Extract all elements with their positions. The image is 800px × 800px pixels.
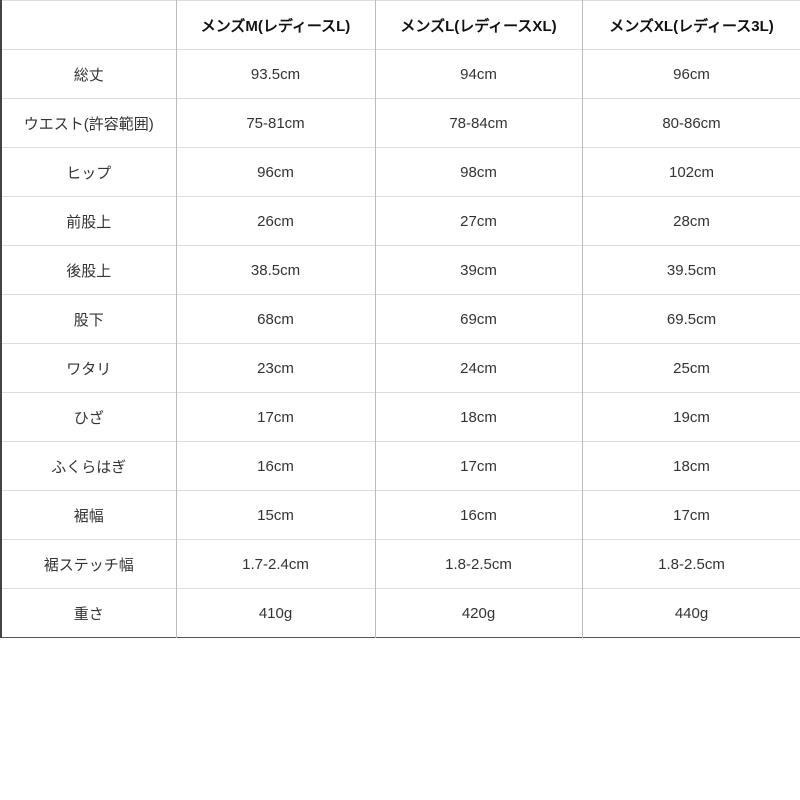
measurement-cell: 75-81cm: [175, 98, 376, 148]
header-cell-size-xl: メンズXL(レディース3L): [581, 0, 800, 50]
measurement-cell: 39cm: [374, 245, 583, 295]
row-label: 前股上: [0, 196, 177, 246]
table-row: 裾幅 15cm 16cm 17cm: [0, 490, 800, 540]
row-label: 後股上: [0, 245, 177, 295]
table-row: 股下 68cm 69cm 69.5cm: [0, 294, 800, 344]
size-chart-table: メンズM(レディースL) メンズL(レディースXL) メンズXL(レディース3L…: [0, 0, 800, 638]
row-label: ひざ: [0, 392, 177, 442]
measurement-cell: 78-84cm: [374, 98, 583, 148]
measurement-cell: 68cm: [175, 294, 376, 344]
table-row: 重さ 410g 420g 440g: [0, 588, 800, 638]
measurement-cell: 39.5cm: [581, 245, 800, 295]
measurement-cell: 1.8-2.5cm: [374, 539, 583, 589]
table-row: ヒップ 96cm 98cm 102cm: [0, 147, 800, 197]
table-row: 裾ステッチ幅 1.7-2.4cm 1.8-2.5cm 1.8-2.5cm: [0, 539, 800, 589]
header-cell-size-m: メンズM(レディースL): [175, 0, 376, 50]
measurement-cell: 1.8-2.5cm: [581, 539, 800, 589]
measurement-cell: 17cm: [374, 441, 583, 491]
measurement-cell: 25cm: [581, 343, 800, 393]
header-cell-size-l: メンズL(レディースXL): [374, 0, 583, 50]
measurement-cell: 28cm: [581, 196, 800, 246]
measurement-cell: 93.5cm: [175, 49, 376, 99]
row-label: 裾ステッチ幅: [0, 539, 177, 589]
table-row: 前股上 26cm 27cm 28cm: [0, 196, 800, 246]
measurement-cell: 16cm: [175, 441, 376, 491]
measurement-cell: 19cm: [581, 392, 800, 442]
measurement-cell: 16cm: [374, 490, 583, 540]
measurement-cell: 410g: [175, 588, 376, 638]
row-label: ワタリ: [0, 343, 177, 393]
table-row: 後股上 38.5cm 39cm 39.5cm: [0, 245, 800, 295]
row-label: 総丈: [0, 49, 177, 99]
measurement-cell: 1.7-2.4cm: [175, 539, 376, 589]
measurement-cell: 23cm: [175, 343, 376, 393]
row-label: ふくらはぎ: [0, 441, 177, 491]
measurement-cell: 27cm: [374, 196, 583, 246]
measurement-cell: 420g: [374, 588, 583, 638]
row-label: 裾幅: [0, 490, 177, 540]
measurement-cell: 17cm: [581, 490, 800, 540]
measurement-cell: 96cm: [175, 147, 376, 197]
measurement-cell: 15cm: [175, 490, 376, 540]
measurement-cell: 18cm: [581, 441, 800, 491]
measurement-cell: 69cm: [374, 294, 583, 344]
row-label: 股下: [0, 294, 177, 344]
measurement-cell: 17cm: [175, 392, 376, 442]
measurement-cell: 38.5cm: [175, 245, 376, 295]
header-cell-empty: [0, 0, 177, 50]
measurement-cell: 102cm: [581, 147, 800, 197]
table-row: ふくらはぎ 16cm 17cm 18cm: [0, 441, 800, 491]
measurement-cell: 18cm: [374, 392, 583, 442]
measurement-cell: 94cm: [374, 49, 583, 99]
measurement-cell: 440g: [581, 588, 800, 638]
table-row: ウエスト(許容範囲) 75-81cm 78-84cm 80-86cm: [0, 98, 800, 148]
row-label: ヒップ: [0, 147, 177, 197]
row-label: ウエスト(許容範囲): [0, 98, 177, 148]
header-row: メンズM(レディースL) メンズL(レディースXL) メンズXL(レディース3L…: [0, 0, 800, 50]
table-row: ワタリ 23cm 24cm 25cm: [0, 343, 800, 393]
measurement-cell: 26cm: [175, 196, 376, 246]
measurement-cell: 24cm: [374, 343, 583, 393]
table-row: 総丈 93.5cm 94cm 96cm: [0, 49, 800, 99]
table-row: ひざ 17cm 18cm 19cm: [0, 392, 800, 442]
measurement-cell: 69.5cm: [581, 294, 800, 344]
measurement-cell: 98cm: [374, 147, 583, 197]
row-label: 重さ: [0, 588, 177, 638]
measurement-cell: 96cm: [581, 49, 800, 99]
measurement-cell: 80-86cm: [581, 98, 800, 148]
